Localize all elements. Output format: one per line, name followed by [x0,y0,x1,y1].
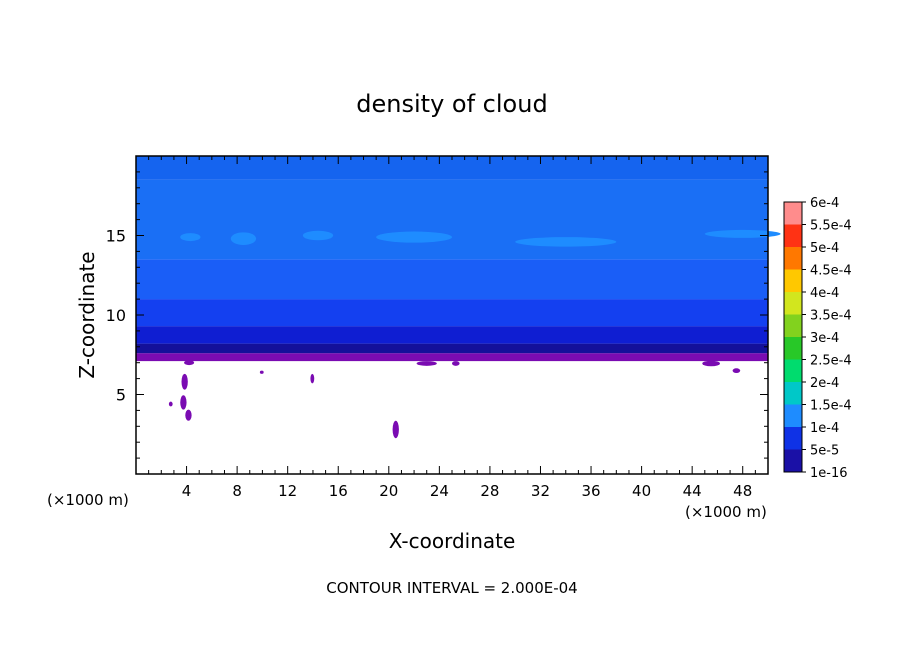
colorbar-label: 1.5e-4 [810,399,852,414]
density-patch-high-3 [376,231,452,243]
colorbar-swatch [784,314,802,337]
density-layer-0 [136,353,768,362]
cloud-patch-10 [732,368,741,374]
cloud-patch-5 [392,420,399,439]
cloud-patch-6 [184,360,195,366]
x-tick-label: 12 [278,482,297,500]
x-unit-left: (×1000 m) [47,491,129,509]
cloud-patch-11 [259,370,264,374]
colorbar [783,201,806,473]
colorbar-labels: 1e-16 5e-5 1e-4 1.5e-4 2e-4 2.5e-4 3e-4 3.5e-4 4… [810,196,852,481]
colorbar-swatch [784,224,802,247]
colorbar-label: 4.5e-4 [810,264,852,279]
cloud-patch-0 [181,373,188,390]
colorbar-label: 2.5e-4 [810,354,852,369]
colorbar-swatch [784,292,802,315]
density-field [136,156,781,439]
x-tick-label: 40 [632,482,651,500]
contour-interval-note: CONTOUR INTERVAL = 2.000E-04 [326,579,577,597]
x-unit-right: (×1000 m) [685,503,767,521]
colorbar-swatch [784,359,802,382]
colorbar-swatch [784,382,802,405]
density-layer-3 [136,299,768,327]
colorbar-swatch [784,202,802,225]
y-axis-label: Z-coordinate [75,251,99,378]
x-tick-label: 36 [581,482,600,500]
density-layer-5 [136,179,768,260]
cloud-patch-4 [310,373,315,384]
x-tick-label: 20 [379,482,398,500]
density-patch-high-5 [704,229,781,238]
colorbar-swatch [784,247,802,270]
x-tick-label: 44 [683,482,702,500]
density-layer-1 [136,343,768,354]
chart-title: density of cloud [356,90,547,118]
colorbar-swatch [784,404,802,427]
colorbar-label: 6e-4 [810,196,839,211]
density-layer-2 [136,326,768,344]
cloud-patch-3 [168,401,173,407]
cloud-patch-2 [185,409,192,421]
colorbar-label: 2e-4 [810,376,839,391]
y-tick-label: 5 [116,386,126,405]
colorbar-label: 4e-4 [810,286,839,301]
cloud-patch-8 [452,361,460,366]
colorbar-label: 3.5e-4 [810,309,852,324]
colorbar-swatch [784,427,802,450]
x-tick-label: 32 [531,482,550,500]
x-tick-label: 16 [329,482,348,500]
y-tick-label: 15 [106,227,126,246]
plot-area [135,155,781,475]
x-tick-label: 48 [733,482,752,500]
x-axis-label: X-coordinate [389,529,516,553]
density-patch-high-2 [302,230,334,241]
density-patch-high-1 [230,232,257,246]
density-patch-high-0 [180,233,201,242]
colorbar-swatch [784,337,802,360]
colorbar-label: 5e-4 [810,241,839,256]
x-tick-label: 24 [430,482,449,500]
colorbar-swatch [784,449,802,472]
plot-frame [135,155,769,475]
cloud-patch-9 [702,360,720,367]
colorbar-swatch [784,269,802,292]
colorbar-label: 5e-5 [810,444,839,459]
x-tick-label: 28 [480,482,499,500]
colorbar-label: 3e-4 [810,331,839,346]
density-patch-high-4 [515,237,617,247]
cloud-patch-7 [416,361,437,366]
cloud-patch-1 [180,395,187,410]
x-tick-labels: 4 8 12 16 20 24 28 32 36 40 44 48 [182,482,752,500]
x-tick-label: 8 [232,482,242,500]
density-layer-4 [136,259,768,300]
colorbar-label: 1e-4 [810,421,839,436]
colorbar-label: 5.5e-4 [810,219,852,234]
colorbar-label: 1e-16 [810,466,848,481]
y-tick-labels: 5 10 15 [106,227,126,405]
density-layer-6 [136,156,768,180]
x-tick-label: 4 [182,482,192,500]
y-tick-label: 10 [106,306,126,325]
